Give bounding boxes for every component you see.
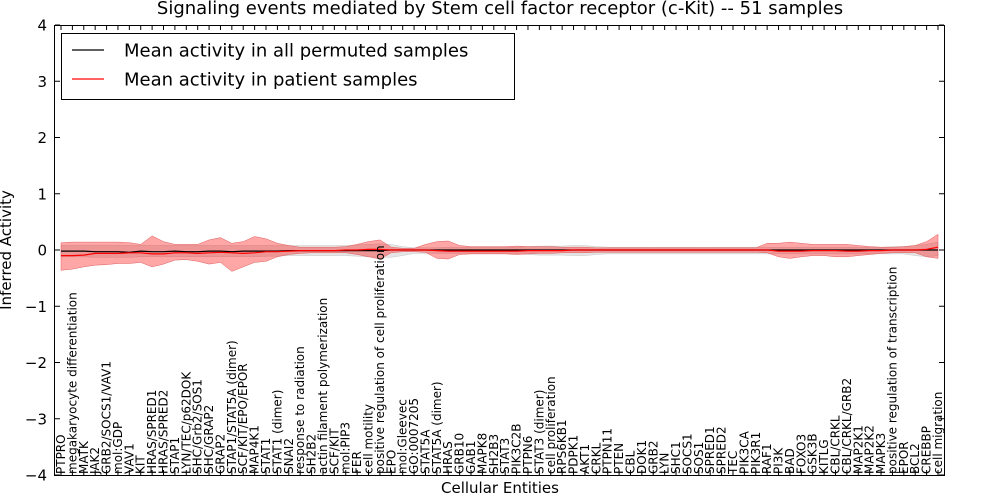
x-tick-label: cell motility: [362, 404, 376, 474]
x-tick-label: STAT3 (dimer): [532, 390, 546, 474]
x-tick-label: CBL/CRKL: [829, 415, 843, 474]
x-tick-label: mol:Gleevec: [396, 399, 410, 474]
y-tick-label: −1: [25, 298, 47, 316]
x-tick-label: positive regulation of transcription: [885, 267, 899, 474]
y-tick-label: 1: [37, 185, 47, 203]
x-tick-label: EPO: [384, 450, 398, 474]
x-tick-label: AKT1: [578, 444, 592, 474]
x-tick-label: CRKL: [589, 442, 603, 474]
x-tick-label: VAV1: [122, 443, 136, 474]
x-tick-label: HRAS/SPRED2: [157, 390, 171, 474]
chart-title: Signaling events mediated by Stem cell f…: [157, 0, 843, 19]
x-tick-label: SPRED2: [715, 426, 729, 474]
x-tick-label: TEC: [726, 451, 740, 475]
x-tick-label: PTPN11: [601, 428, 615, 474]
x-tick-label: MAP2K1: [851, 425, 865, 474]
x-tick-label: STAT1 (dimer): [270, 390, 284, 474]
y-tick-label: 0: [37, 242, 47, 260]
x-tick-label: GSK3B: [806, 433, 820, 474]
x-tick-label: actin filament polymerization: [316, 298, 330, 474]
x-tick-label: GRB2: [646, 440, 660, 474]
x-tick-label: MATK: [77, 440, 91, 474]
x-tick-label: HRAS/SPRED1: [145, 390, 159, 474]
x-tick-label: SH2B2: [305, 434, 319, 474]
x-tick-label: KITLG: [817, 439, 831, 474]
y-tick-label: −4: [25, 467, 47, 485]
x-tick-label: SHC/Grb2/SOS1: [191, 379, 205, 474]
x-tick-label: STAT5A: [419, 429, 433, 474]
legend: Mean activity in all permuted samples Me…: [61, 33, 515, 100]
x-tick-label: RPS6KB1: [555, 419, 569, 474]
x-tick-label: SPRED1: [703, 426, 717, 474]
x-tick-label: CREBBP: [920, 426, 934, 474]
x-tick-label: STAP1/STAT5A (dimer): [225, 340, 239, 474]
x-tick-label: MAPK3: [874, 433, 888, 474]
x-tick-label: mol:GDP: [111, 422, 125, 474]
patient-mean-line: [61, 246, 939, 257]
x-tick-label: response to radiation: [293, 346, 307, 474]
x-tick-label: PI3K: [772, 447, 786, 474]
y-tick-label: 2: [37, 129, 47, 147]
plot-frame: [54, 25, 945, 476]
x-tick-label: STAP1: [168, 437, 182, 474]
x-tick-label: SCF/KIT/EPO/EPOR: [236, 363, 250, 474]
y-tick-label: −2: [25, 354, 47, 372]
x-tick-label: SHC/GRAP2: [202, 405, 216, 474]
x-tick-label: FER: [350, 451, 364, 474]
x-tick-label: PIK3CA: [737, 430, 751, 474]
x-tick-label: GAB1: [464, 441, 478, 474]
x-tick-label: CBL: [624, 450, 638, 474]
x-tick-label: STAT5A (dimer): [430, 381, 444, 474]
x-tick-label: SCF/KIT: [327, 428, 341, 474]
x-tick-label: RAF1: [760, 443, 774, 474]
x-tick-label: STAT3: [498, 438, 512, 474]
x-tick-label: LYN: [658, 453, 672, 474]
y-tick-label: 4: [37, 17, 47, 35]
x-tick-label: SOS1: [692, 442, 706, 474]
x-tick-label: FOXO3: [794, 434, 808, 474]
x-tick-label: positive regulation of cell proliferatio…: [373, 245, 387, 474]
x-tick-label: SH2B3: [487, 434, 501, 474]
x-tick-label: MAP2K2: [863, 425, 877, 474]
x-tick-label: mol:PIP3: [339, 422, 353, 474]
x-tick-label: SHC1: [669, 441, 683, 474]
legend-box: [61, 33, 515, 100]
permuted-mean-line: [61, 249, 938, 253]
x-tick-label: PTPRO: [54, 434, 68, 474]
x-tick-label: cell proliferation: [544, 376, 558, 474]
x-tick-label: GRAP2: [214, 434, 228, 474]
x-tick-label: cell migration: [931, 392, 945, 474]
y-tick-label: −3: [25, 410, 47, 428]
x-tick-label: PDPK1: [567, 435, 581, 474]
x-tick-label: HRAS: [441, 441, 455, 474]
x-tick-label: GRB2/SOCS1/VAV1: [100, 361, 114, 474]
x-tick-label: PTEN: [612, 443, 626, 474]
x-tick-label: SNAI2: [282, 438, 296, 474]
x-tick-label: EPOR: [897, 441, 911, 474]
x-tick-label: DOK1: [635, 440, 649, 474]
x-tick-label: LYN/TEC/p62DOK: [179, 371, 193, 474]
legend-label-patient: Mean activity in patient samples: [124, 70, 418, 91]
x-tick-label: megakaryocyte differentiation: [65, 292, 79, 474]
x-tick-label: PIK3R1: [749, 432, 763, 474]
x-tick-label: JAK2: [88, 447, 102, 475]
x-tick-label: BCL2: [908, 443, 922, 474]
x-tick-label: MAPK8: [475, 433, 489, 474]
y-tick-label: 3: [37, 73, 47, 91]
legend-label-permuted: Mean activity in all permuted samples: [124, 41, 468, 62]
x-tick-label: KIT: [134, 455, 148, 474]
x-tick-label: CBL/CRKL/GRB2: [840, 378, 854, 474]
y-axis-label: Inferred Activity: [0, 190, 15, 310]
x-tick-label: MAP4K1: [248, 425, 262, 474]
x-tick-label: SOCS1: [680, 433, 694, 474]
patient-range-band: [60, 233, 939, 272]
x-tick-label: PIK3C2B: [510, 423, 524, 474]
x-tick-label: GRB10: [453, 433, 467, 474]
x-tick-label: BAD: [783, 448, 797, 474]
x-tick-label: STAT1: [259, 438, 273, 474]
x-tick-label: PTPN6: [521, 436, 535, 474]
x-axis-label: Cellular Entities: [441, 479, 559, 497]
x-tick-label: GO:0007205: [407, 398, 421, 474]
